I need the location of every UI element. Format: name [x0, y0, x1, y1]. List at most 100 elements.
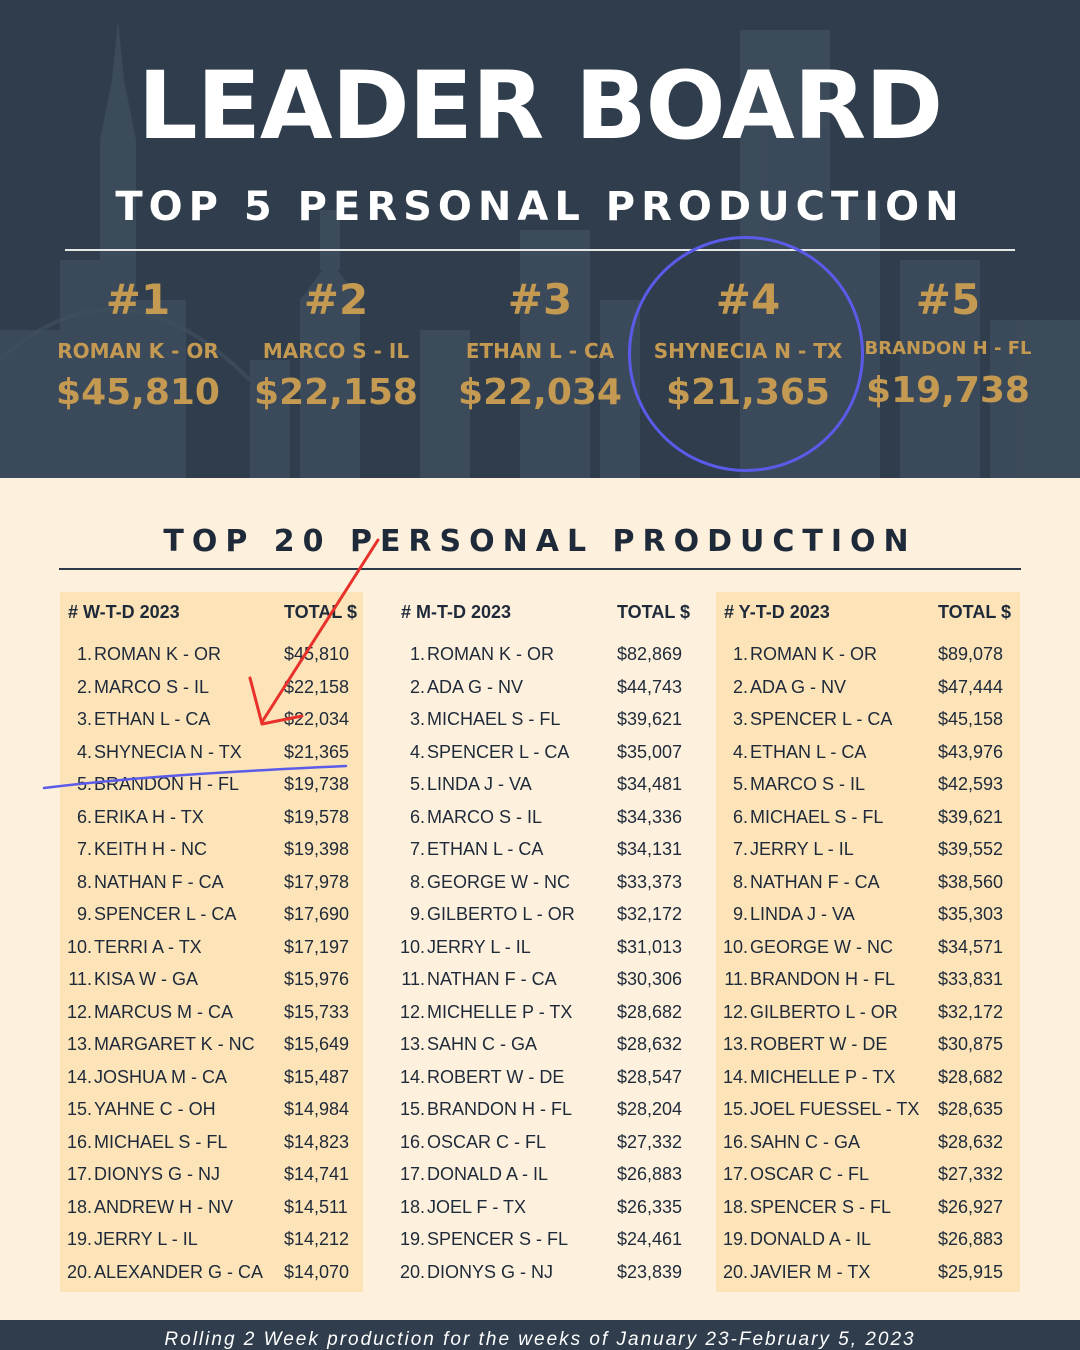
row-number: 5. [732, 774, 748, 794]
row-name: MARCUS M - CA [94, 1001, 233, 1022]
row-name: LINDA J - VA [750, 904, 855, 924]
row-name: KISA W - GA [94, 969, 199, 989]
row-number: 16. [66, 1131, 92, 1152]
row-number: 17. [722, 1164, 748, 1184]
row-name: SPENCER L - CA [94, 904, 237, 924]
row-value: $47,444 [938, 676, 1004, 697]
row-number: 20. [399, 1261, 425, 1282]
row-value: $28,204 [617, 1099, 683, 1119]
row-value: $45,810 [284, 644, 350, 664]
row-value: $14,741 [284, 1164, 350, 1184]
row-number: 1. [409, 644, 425, 664]
row-value: $15,649 [284, 1034, 350, 1054]
row-value: $28,682 [617, 1001, 683, 1022]
row-number: 14. [722, 1066, 748, 1087]
table-row: 5. BRANDON H - FL $19,738 [60, 768, 363, 801]
row-value: $14,212 [284, 1229, 350, 1249]
row-number: 10. [66, 936, 92, 957]
row-value: $22,158 [284, 676, 350, 697]
row-number: 19. [66, 1229, 92, 1249]
row-name: JERRY L - IL [750, 839, 854, 859]
row-value: $28,635 [938, 1099, 1004, 1119]
highlight-circle-annotation [628, 236, 864, 472]
row-name: ETHAN L - CA [750, 741, 867, 762]
top5-amount: $19,738 [866, 370, 1030, 411]
row-value: $32,172 [617, 904, 683, 924]
table-row: 15. YAHNE C - OH $14,984 [60, 1093, 363, 1126]
row-name: DIONYS G - NJ [427, 1261, 554, 1282]
row-value: $19,398 [284, 839, 350, 859]
row-name: ANDREW H - NV [94, 1196, 233, 1217]
row-value: $39,621 [938, 806, 1004, 827]
row-value: $19,738 [284, 774, 350, 794]
divider [65, 249, 1015, 251]
row-name: BRANDON H - FL [427, 1099, 573, 1119]
row-value: $38,560 [938, 871, 1004, 892]
table-row: 11. NATHAN F - CA $30,306 [393, 963, 696, 996]
row-number: 7. [76, 839, 92, 859]
table-row: 7. KEITH H - NC $19,398 [60, 833, 363, 866]
row-name: JOEL FUESSEL - TX [750, 1099, 920, 1119]
table-row: 8. NATHAN F - CA $17,978 [60, 866, 363, 899]
row-value: $24,461 [617, 1229, 683, 1249]
table-row: 6. MICHAEL S - FL $39,621 [716, 801, 1020, 834]
page-title: LEADER BOARD [137, 52, 943, 161]
table-row: 4. SPENCER L - CA $35,007 [393, 736, 696, 769]
column-total-label: TOTAL $ [938, 602, 1012, 622]
table-row: 2. MARCO S - IL $22,158 [60, 671, 363, 704]
row-name: MARGARET K - NC [94, 1034, 255, 1054]
row-value: $25,915 [938, 1261, 1004, 1282]
table-row: 10. TERRI A - TX $17,197 [60, 931, 363, 964]
row-number: 2. [409, 676, 425, 697]
row-name: DONALD A - IL [427, 1164, 549, 1184]
row-value: $22,034 [284, 709, 350, 729]
row-name: ADA G - NV [750, 676, 847, 697]
table-row: 18. JOEL F - TX $26,335 [393, 1191, 696, 1224]
row-name: JERRY L - IL [427, 936, 531, 957]
row-number: 9. [76, 904, 92, 924]
row-number: 3. [76, 709, 92, 729]
table-row: 9. GILBERTO L - OR $32,172 [393, 898, 696, 931]
row-value: $35,007 [617, 741, 683, 762]
table-row: 16. SAHN C - GA $28,632 [716, 1126, 1020, 1159]
row-name: TERRI A - TX [94, 936, 202, 957]
mtd-column: # M-T-D 2023 TOTAL $ 1. ROMAN K - OR $82,8… [393, 598, 696, 1288]
row-number: 7. [732, 839, 748, 859]
row-value: $34,481 [617, 774, 683, 794]
row-number: 11. [401, 969, 425, 989]
row-name: ROBERT W - DE [427, 1066, 565, 1087]
row-number: 6. [76, 806, 92, 827]
row-value: $15,976 [284, 969, 350, 989]
row-number: 15. [399, 1099, 425, 1119]
row-value: $26,335 [617, 1196, 683, 1217]
row-name: SPENCER S - FL [427, 1229, 569, 1249]
row-number: 8. [732, 871, 748, 892]
table-row: 15. BRANDON H - FL $28,204 [393, 1093, 696, 1126]
row-number: 12. [722, 1001, 748, 1022]
row-value: $34,131 [617, 839, 683, 859]
row-number: 19. [722, 1229, 748, 1249]
row-number: 11. [724, 969, 748, 989]
row-name: NATHAN F - CA [750, 871, 880, 892]
row-name: KEITH H - NC [94, 839, 208, 859]
table-row: 9. LINDA J - VA $35,303 [716, 898, 1020, 931]
table-row: 17. DONALD A - IL $26,883 [393, 1158, 696, 1191]
table-row: 20. DIONYS G - NJ $23,839 [393, 1256, 696, 1289]
row-name: JAVIER M - TX [750, 1261, 871, 1282]
row-name: GEORGE W - NC [750, 936, 893, 957]
row-number: 16. [722, 1131, 748, 1152]
column-header: # M-T-D 2023 TOTAL $ [393, 598, 696, 632]
row-value: $45,158 [938, 709, 1004, 729]
top5-rank: #5 [915, 275, 981, 324]
row-number: 3. [732, 709, 748, 729]
table-row: 4. ETHAN L - CA $43,976 [716, 736, 1020, 769]
table-row: 1. ROMAN K - OR $82,869 [393, 638, 696, 671]
row-value: $17,690 [284, 904, 350, 924]
row-value: $15,733 [284, 1001, 350, 1022]
row-name: ROMAN K - OR [750, 644, 878, 664]
row-name: ROMAN K - OR [427, 644, 555, 664]
table-row: 6. ERIKA H - TX $19,578 [60, 801, 363, 834]
row-number: 20. [722, 1261, 748, 1282]
table-row: 3. SPENCER L - CA $45,158 [716, 703, 1020, 736]
row-value: $32,172 [938, 1001, 1004, 1022]
